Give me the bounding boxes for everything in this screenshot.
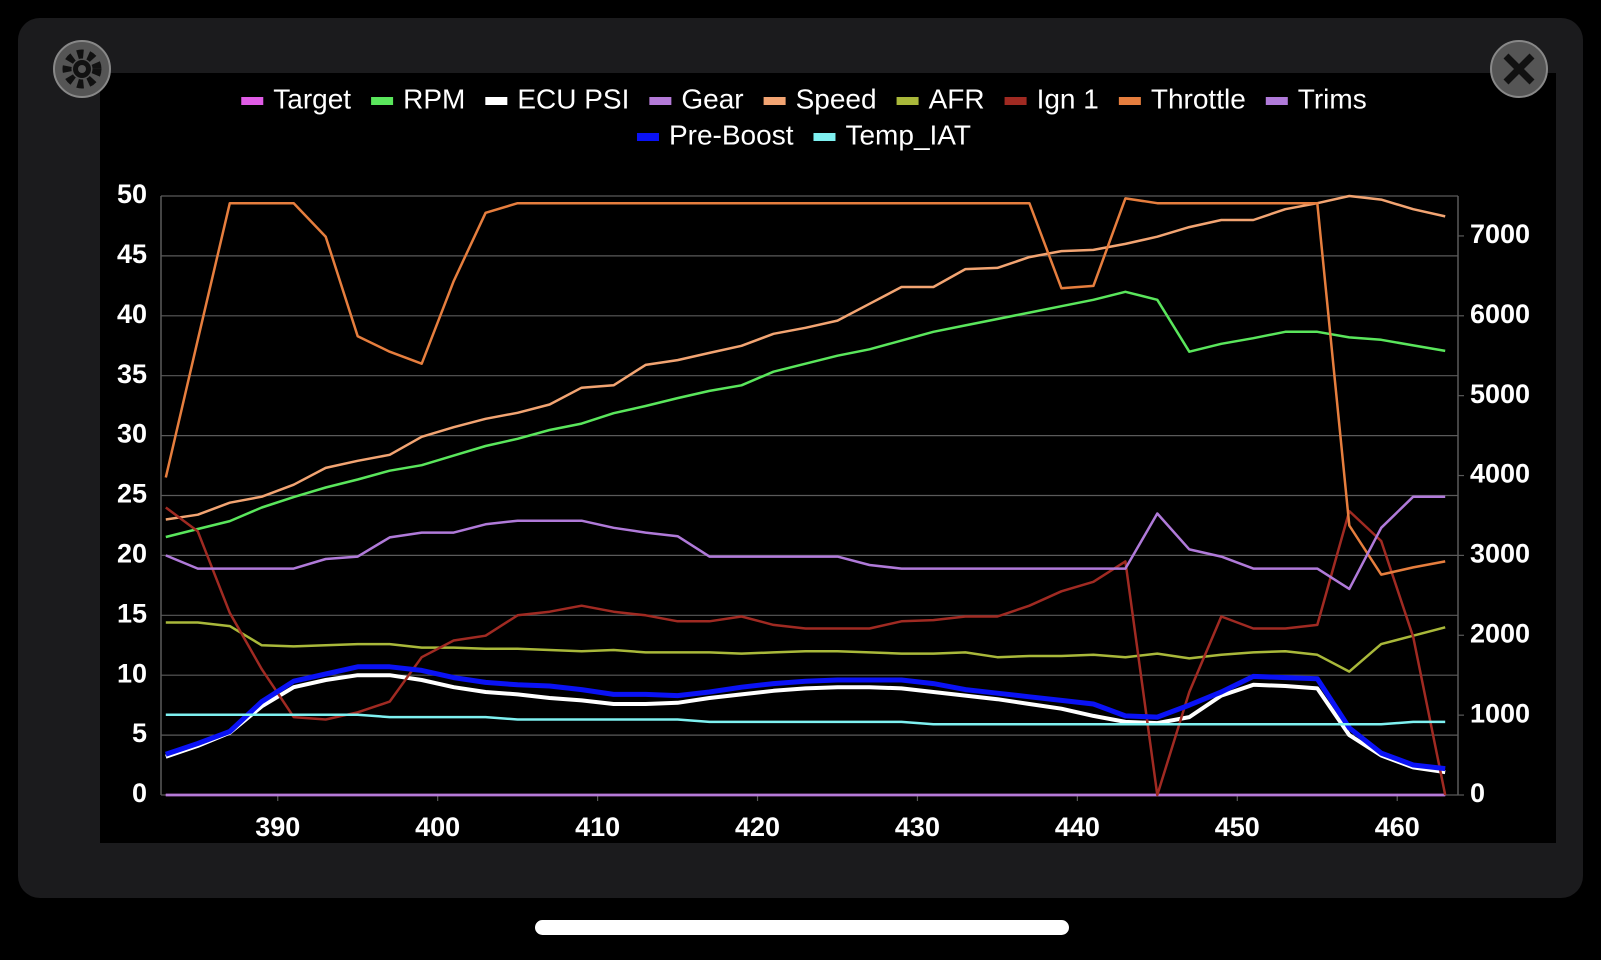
legend-swatch — [763, 97, 786, 105]
close-x[interactable] — [1503, 53, 1535, 85]
legend-row: Pre-Boost Temp_IAT — [636, 119, 971, 150]
settings-gear[interactable] — [62, 49, 102, 89]
y2-tick-label: 6000 — [1470, 299, 1530, 329]
legend-label: Target — [273, 83, 351, 114]
x-tick-label: 440 — [1055, 812, 1100, 842]
legend-label: Temp_IAT — [845, 119, 971, 150]
y-tick-label: 35 — [117, 359, 147, 389]
legend-swatch — [241, 97, 264, 105]
y2-tick-label: 2000 — [1470, 618, 1530, 648]
legend-swatch — [813, 133, 836, 141]
series-line — [164, 197, 1446, 576]
x-tick-label: 450 — [1215, 812, 1260, 842]
legend-row: Target RPM ECU PSI Gear Speed AFR Ign 1 Throttl… — [241, 83, 1367, 114]
home-indicator — [535, 920, 1069, 935]
series-line — [165, 621, 1446, 673]
legend-swatch — [636, 133, 659, 141]
legend-swatch — [1004, 97, 1027, 105]
x-tick-label: 400 — [415, 812, 460, 842]
y2-tick-label: 1000 — [1470, 698, 1530, 728]
series-line — [165, 673, 1446, 775]
x-tick-label: 460 — [1375, 812, 1420, 842]
y-tick-label: 50 — [117, 179, 147, 209]
y-tick-label: 5 — [132, 718, 147, 748]
chart-area — [100, 73, 1556, 843]
x-tick-label: 410 — [575, 812, 620, 842]
legend-swatch — [485, 97, 508, 105]
legend-label: Throttle — [1151, 83, 1246, 114]
series-line — [165, 713, 1446, 726]
y-tick-label: 30 — [117, 419, 147, 449]
x-tick-label: 430 — [895, 812, 940, 842]
legend-swatch — [649, 97, 672, 105]
y-tick-label: 40 — [117, 299, 147, 329]
y2-tick-label: 3000 — [1470, 539, 1530, 569]
y2-tick-label: 5000 — [1470, 379, 1530, 409]
legend-label: AFR — [929, 83, 985, 114]
legend-label: Speed — [796, 83, 877, 114]
legend-label: Gear — [681, 83, 743, 114]
y2-tick-label: 0 — [1470, 778, 1485, 808]
series-line — [165, 506, 1447, 797]
y-tick-label: 25 — [117, 479, 147, 509]
legend-label: RPM — [403, 83, 465, 114]
series-line — [165, 495, 1446, 591]
series-line — [165, 194, 1446, 521]
y-tick-label: 0 — [132, 778, 147, 808]
x-tick-label: 420 — [735, 812, 780, 842]
legend-swatch — [371, 97, 394, 105]
series-line — [165, 664, 1446, 772]
x-tick-label: 390 — [255, 812, 300, 842]
settings-gear-hole[interactable] — [78, 65, 86, 73]
series-line — [165, 290, 1446, 539]
y2-tick-label: 4000 — [1470, 459, 1530, 489]
settings-button[interactable] — [53, 40, 111, 98]
legend-label: Trims — [1298, 83, 1367, 114]
y-tick-label: 45 — [117, 239, 147, 269]
legend-label: ECU PSI — [517, 83, 629, 114]
y-tick-label: 20 — [117, 539, 147, 569]
y-tick-label: 15 — [117, 598, 147, 628]
legend-label: Pre-Boost — [669, 119, 794, 150]
close-button[interactable] — [1490, 40, 1548, 98]
legend-swatch — [1118, 97, 1141, 105]
legend-label: Ign 1 — [1037, 83, 1099, 114]
y-tick-label: 10 — [117, 658, 147, 688]
legend-swatch — [1265, 97, 1288, 105]
y2-tick-label: 7000 — [1470, 219, 1530, 249]
legend-swatch — [896, 97, 919, 105]
